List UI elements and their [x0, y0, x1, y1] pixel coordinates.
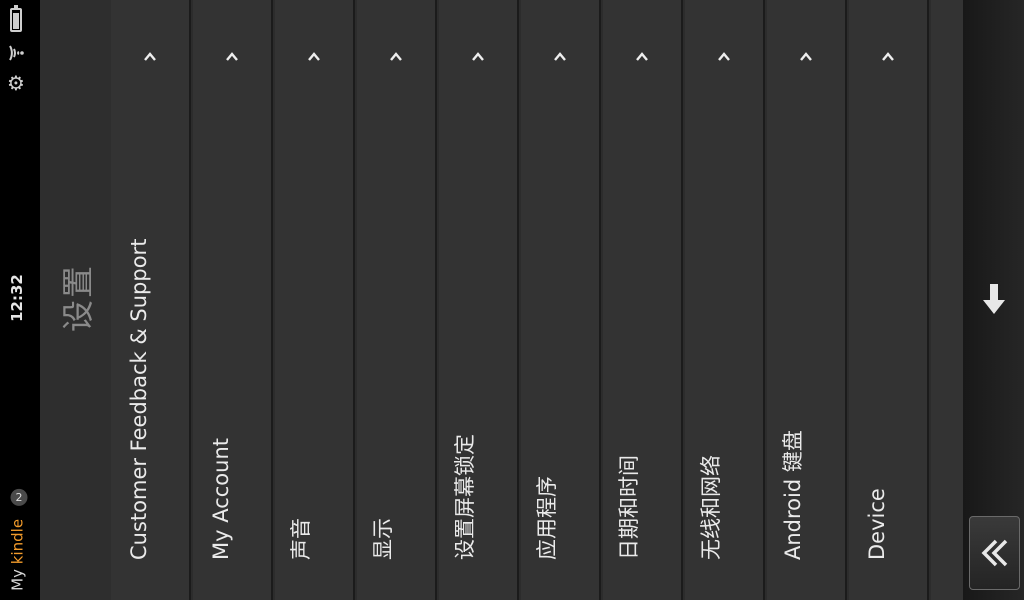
- setting-label: 显示: [371, 518, 395, 560]
- status-bar: ⚙ 12:32 My kindle 2: [0, 0, 40, 600]
- chevron-up-icon: [882, 52, 894, 61]
- page-title: 设置: [59, 263, 97, 333]
- setting-item-display[interactable]: 显示: [357, 0, 437, 600]
- nav-bar: [963, 0, 1024, 600]
- settings-list: Customer Feedback & Support My Account 声…: [111, 0, 963, 600]
- setting-item-wireless[interactable]: 无线和网络: [685, 0, 765, 600]
- setting-item-keyboard[interactable]: Android 键盘: [767, 0, 847, 600]
- setting-item-sound[interactable]: 声音: [275, 0, 355, 600]
- setting-label: Android 键盘: [781, 430, 805, 560]
- setting-label: 无线和网络: [699, 455, 723, 560]
- brand-kindle: kindle: [8, 518, 27, 565]
- wifi-icon: [9, 45, 24, 61]
- chevron-up-icon: [308, 52, 320, 61]
- setting-label: 设置屏幕锁定: [453, 434, 477, 560]
- brand-my: My: [8, 569, 27, 591]
- down-arrow-icon[interactable]: [981, 282, 1007, 316]
- setting-item-my-account[interactable]: My Account: [193, 0, 273, 600]
- notification-badge[interactable]: 2: [10, 489, 28, 507]
- setting-label: Device: [865, 488, 889, 560]
- chevron-up-icon: [144, 52, 156, 61]
- back-button[interactable]: [969, 516, 1020, 590]
- chevron-up-icon: [226, 52, 238, 61]
- chevron-up-icon: [718, 52, 730, 61]
- battery-icon: [10, 5, 22, 32]
- setting-label: 应用程序: [535, 476, 559, 560]
- title-strip: 设置: [40, 0, 111, 600]
- chevron-up-icon: [554, 52, 566, 61]
- setting-label: Customer Feedback & Support: [127, 238, 151, 560]
- setting-item-applications[interactable]: 应用程序: [521, 0, 601, 600]
- setting-label: 日期和时间: [617, 455, 641, 560]
- chevron-up-icon: [390, 52, 402, 61]
- setting-item-customer-feedback[interactable]: Customer Feedback & Support: [111, 0, 191, 600]
- clock: 12:32: [8, 274, 26, 322]
- back-icon: [981, 539, 1008, 567]
- chevron-up-icon: [636, 52, 648, 61]
- chevron-up-icon: [800, 52, 812, 61]
- chevron-up-icon: [472, 52, 484, 61]
- setting-label: My Account: [209, 437, 233, 560]
- list-filler: [931, 0, 963, 600]
- brand-logo[interactable]: My kindle 2: [9, 489, 28, 591]
- setting-item-device[interactable]: Device: [849, 0, 929, 600]
- setting-item-screen-lock[interactable]: 设置屏幕锁定: [439, 0, 519, 600]
- setting-item-date-time[interactable]: 日期和时间: [603, 0, 683, 600]
- setting-label: 声音: [289, 518, 313, 560]
- gear-icon[interactable]: ⚙: [7, 71, 25, 95]
